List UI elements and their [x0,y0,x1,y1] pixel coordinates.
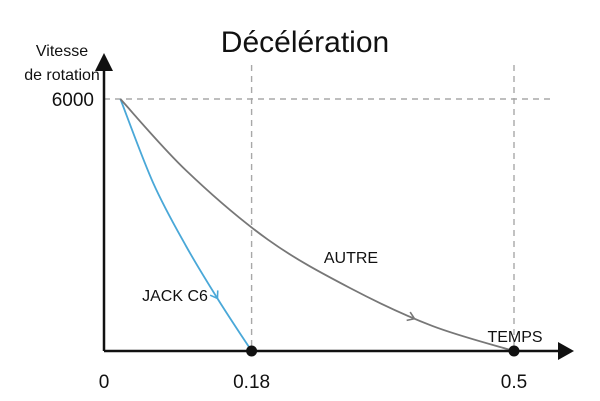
chart-title: Décélération [221,26,389,59]
x-axis-label: TEMPS [487,329,542,346]
end-markers [246,345,520,357]
tick-labels: 0 0.18 0.5 6000 [52,90,527,393]
grid-lines [104,65,555,351]
series-lines [119,98,515,352]
end-marker-1 [508,345,520,357]
series-direction-chevron-icon-1 [406,311,416,322]
y-tick-label-0: 6000 [52,90,94,111]
y-axis-label-line1: Vitesse [36,43,88,60]
x-axis-arrow-icon [558,342,574,360]
end-marker-0 [246,345,258,357]
series-label-autre: AUTRE [324,250,378,267]
series-direction-chevron-icon-0 [209,290,219,300]
y-axis-label-line2: de rotation [24,67,100,84]
x-tick-label-1: 0.18 [233,372,270,393]
y-axis-arrow-icon [95,53,113,71]
series-line-0 [119,98,253,352]
series-line-1 [119,98,515,352]
x-tick-label-0: 0 [99,372,110,393]
series-label-jack-c6: JACK C6 [142,288,208,305]
x-tick-label-2: 0.5 [501,372,527,393]
